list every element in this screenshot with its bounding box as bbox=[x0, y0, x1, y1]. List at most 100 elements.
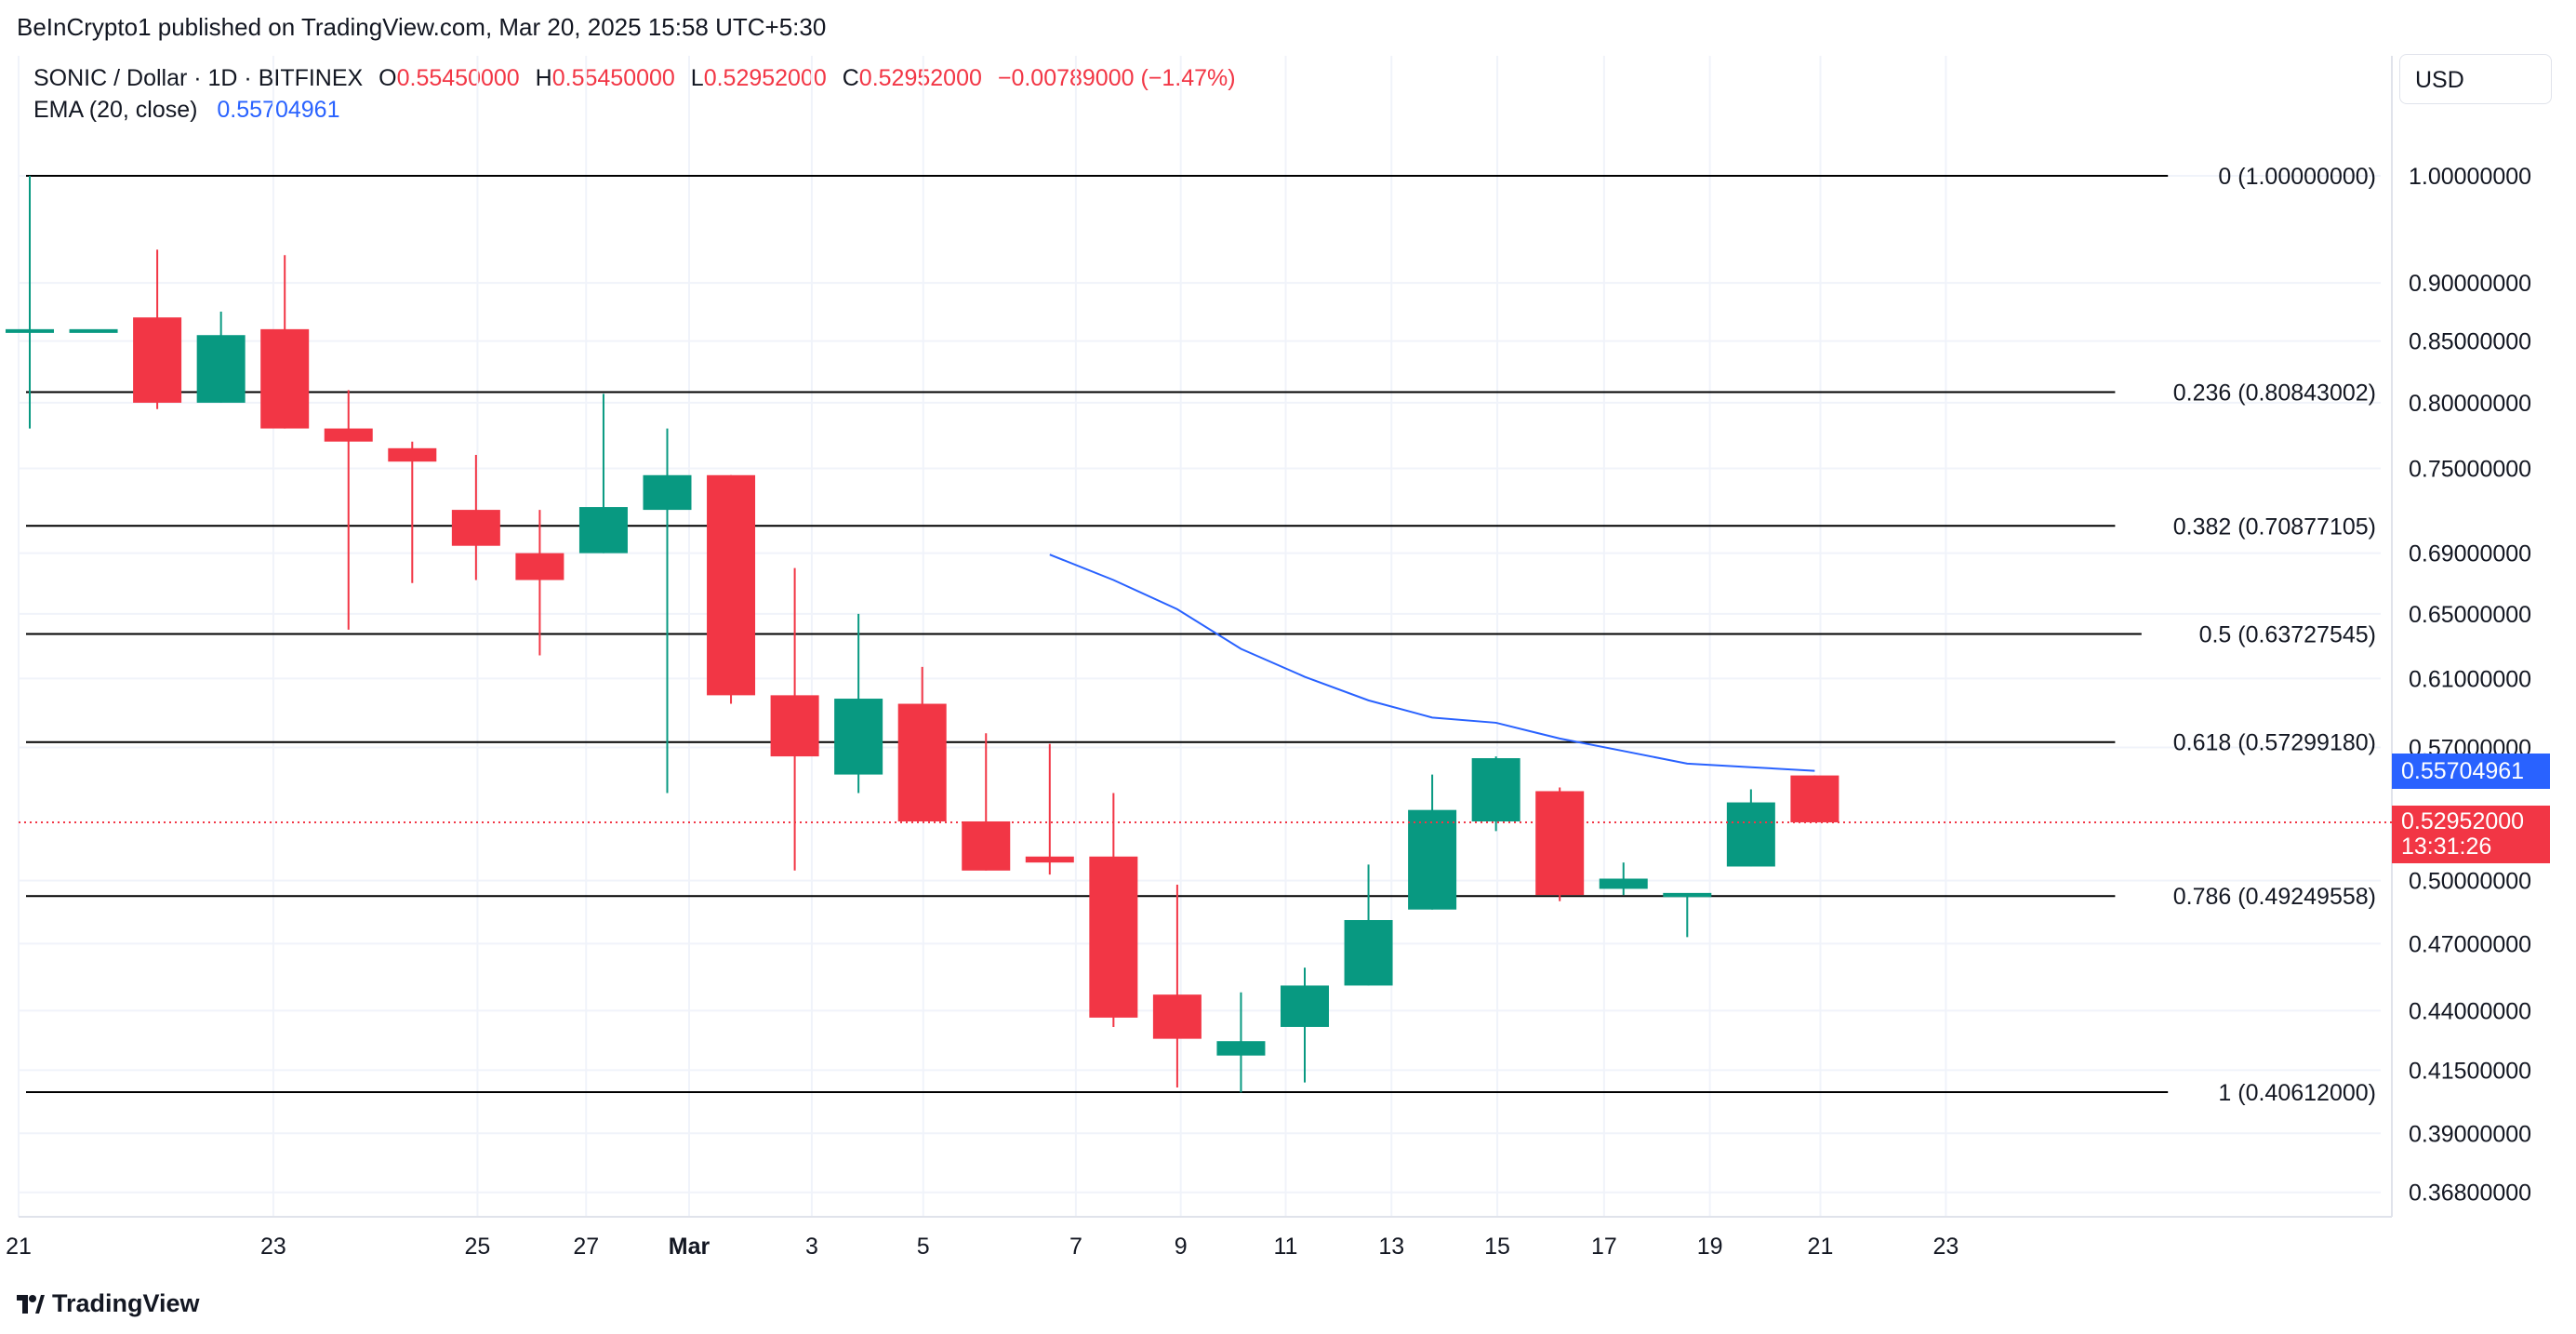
candle bbox=[515, 510, 564, 656]
fib-label: 0.618 (0.57299180) bbox=[2173, 730, 2376, 756]
x-tick-label: 25 bbox=[465, 1234, 491, 1260]
candle-body bbox=[1025, 856, 1074, 863]
candle-body bbox=[515, 553, 564, 580]
x-tick-label: 9 bbox=[1175, 1234, 1188, 1260]
candle bbox=[1152, 885, 1202, 1087]
candle bbox=[388, 441, 437, 583]
candle bbox=[1089, 793, 1138, 1027]
high-value: 0.55450000 bbox=[551, 65, 675, 91]
candle bbox=[1471, 756, 1520, 832]
candle-body bbox=[133, 317, 182, 403]
y-tick-label: 0.50000000 bbox=[2409, 869, 2531, 895]
close-value: 0.52952000 bbox=[858, 65, 982, 91]
candle bbox=[69, 328, 118, 333]
close-label: C bbox=[842, 65, 859, 91]
candle-body bbox=[1726, 802, 1775, 867]
y-axis: 1.00000000 0.90000000 0.85000000 0.80000000… bbox=[2409, 164, 2531, 1207]
y-tick-label: 0.85000000 bbox=[2409, 329, 2531, 355]
candle-body bbox=[707, 474, 756, 696]
x-tick-label: 17 bbox=[1591, 1234, 1617, 1260]
candle bbox=[1663, 892, 1712, 938]
candle-body bbox=[1089, 856, 1138, 1018]
open-value: 0.55450000 bbox=[396, 65, 520, 91]
x-tick-label: 23 bbox=[1932, 1234, 1959, 1260]
candle-body bbox=[1216, 1041, 1266, 1056]
y-tick-label: 0.90000000 bbox=[2409, 271, 2531, 297]
y-tick-label: 0.47000000 bbox=[2409, 931, 2531, 957]
candle bbox=[1726, 789, 1775, 867]
candle-body bbox=[1344, 920, 1393, 986]
fib-label: 0.786 (0.49249558) bbox=[2173, 884, 2376, 910]
symbol-name[interactable]: SONIC / Dollar · 1D · BITFINEX bbox=[33, 65, 364, 91]
y-tick-label: 0.36800000 bbox=[2409, 1181, 2531, 1207]
grid-lines bbox=[18, 56, 2393, 1218]
candle bbox=[578, 394, 628, 554]
last-price-tag: 0.52952000 13:31:26 bbox=[2392, 806, 2550, 863]
ema-value: 0.55704961 bbox=[217, 97, 340, 123]
candle-body bbox=[1471, 758, 1520, 821]
fib-label: 0.5 (0.63727545) bbox=[2199, 622, 2376, 648]
ema-polyline bbox=[1049, 554, 1815, 772]
candle-body bbox=[643, 474, 692, 511]
y-tick-label: 0.41500000 bbox=[2409, 1058, 2531, 1084]
x-tick-label: 3 bbox=[805, 1234, 818, 1260]
x-tick-label: Mar bbox=[669, 1234, 710, 1260]
high-label: H bbox=[535, 65, 552, 91]
last-price-value: 0.52952000 bbox=[2401, 808, 2525, 834]
y-tick-label: 0.44000000 bbox=[2409, 998, 2531, 1024]
low-label: L bbox=[690, 65, 704, 91]
candle-body bbox=[451, 510, 500, 546]
x-tick-label: 7 bbox=[1069, 1234, 1082, 1260]
candle-body bbox=[834, 699, 883, 775]
candle-body bbox=[388, 447, 437, 462]
candle-body bbox=[69, 328, 118, 333]
candle-body bbox=[324, 428, 373, 442]
x-tick-label: 19 bbox=[1697, 1234, 1723, 1260]
countdown-timer: 13:31:26 bbox=[2401, 834, 2492, 860]
published-info: BeInCrypto1 published on TradingView.com… bbox=[17, 13, 827, 41]
x-tick-label: 11 bbox=[1273, 1234, 1297, 1260]
y-tick-label: 0.75000000 bbox=[2409, 456, 2531, 482]
tradingview-logo-icon bbox=[17, 1294, 45, 1314]
ema-label[interactable]: EMA (20, close) bbox=[33, 97, 198, 123]
candle-body bbox=[1790, 775, 1839, 822]
currency-button[interactable]: USD bbox=[2399, 54, 2552, 104]
candle bbox=[643, 428, 692, 794]
x-tick-label: 15 bbox=[1484, 1234, 1510, 1260]
x-tick-label: 5 bbox=[917, 1234, 930, 1260]
open-label: O bbox=[378, 65, 397, 91]
candle bbox=[196, 311, 246, 403]
x-tick-label: 27 bbox=[573, 1234, 599, 1260]
candle bbox=[1408, 774, 1457, 910]
candle bbox=[1216, 992, 1266, 1093]
y-tick-label: 0.69000000 bbox=[2409, 541, 2531, 567]
candle-body bbox=[770, 695, 819, 757]
fib-label: 0.236 (0.80843002) bbox=[2173, 380, 2376, 406]
fib-label: 0 (1.00000000) bbox=[2218, 164, 2376, 190]
candle bbox=[6, 176, 54, 429]
y-tick-label: 0.39000000 bbox=[2409, 1121, 2531, 1147]
fib-levels: 0 (1.00000000) 0.236 (0.80843002) 0.382 (0… bbox=[26, 164, 2376, 1106]
change-value: −0.00789000 (−1.47%) bbox=[997, 65, 1236, 91]
symbol-legend: SONIC / Dollar · 1D · BITFINEX O0.554500… bbox=[33, 65, 1236, 92]
candle-body bbox=[1535, 791, 1585, 896]
candle bbox=[962, 733, 1011, 871]
tradingview-logo[interactable]: TradingView bbox=[17, 1289, 200, 1318]
candle-body bbox=[1281, 985, 1329, 1027]
candle bbox=[707, 474, 756, 704]
low-value: 0.52952000 bbox=[703, 65, 827, 91]
candle-body bbox=[196, 335, 246, 403]
tradingview-brand: TradingView bbox=[52, 1289, 200, 1317]
candle-body bbox=[962, 820, 1011, 871]
y-tick-label: 0.61000000 bbox=[2409, 666, 2531, 692]
candle bbox=[1535, 787, 1585, 901]
fib-label: 0.382 (0.70877105) bbox=[2173, 514, 2376, 540]
ema-price-tag: 0.55704961 bbox=[2392, 754, 2550, 789]
candle bbox=[324, 390, 373, 630]
candle-body bbox=[578, 507, 628, 554]
candle bbox=[1344, 864, 1393, 986]
candle-body bbox=[6, 328, 54, 333]
candle-body bbox=[1599, 878, 1648, 889]
y-tick-label: 1.00000000 bbox=[2409, 164, 2531, 190]
